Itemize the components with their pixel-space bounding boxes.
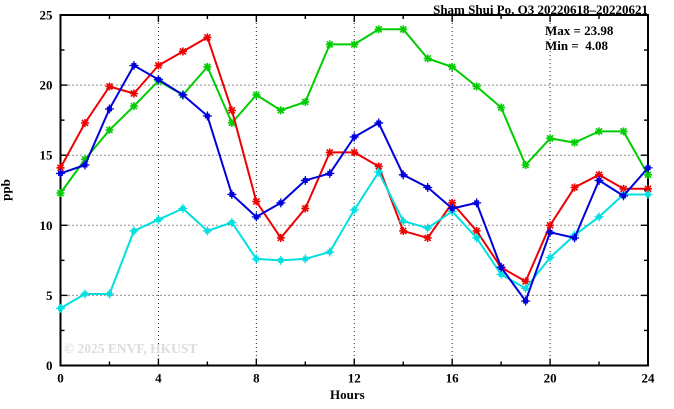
- y-tick-label: 0: [46, 358, 53, 373]
- y-tick-label: 25: [40, 8, 54, 23]
- stats-box: Max = 23.98 Min = 4.08: [545, 23, 613, 53]
- red-line: [56, 33, 652, 286]
- x-tick-label: 20: [544, 371, 557, 386]
- y-tick-label: 10: [40, 218, 53, 233]
- x-tick-label: 0: [57, 371, 64, 386]
- watermark: © 2025 ENVF, HKUST: [64, 341, 198, 356]
- y-tick-label: 15: [40, 148, 54, 163]
- y-tick-label: 5: [46, 288, 53, 303]
- data-series: [56, 25, 653, 313]
- y-axis-label: ppb: [0, 179, 13, 201]
- x-axis-label: Hours: [330, 387, 365, 402]
- gridlines: [60, 15, 648, 366]
- x-tick-label: 16: [446, 371, 460, 386]
- x-tick-label: 12: [348, 371, 361, 386]
- x-tick-label: 8: [253, 371, 260, 386]
- y-tick-label: 20: [40, 78, 53, 93]
- blue-line: [56, 60, 653, 306]
- x-tick-label: 4: [155, 371, 162, 386]
- stats-min: Min = 4.08: [545, 38, 609, 53]
- tick-labels: 0 4 8 12 16 20 24 0 5 10 15 20 25: [40, 8, 656, 386]
- stats-max: Max = 23.98: [545, 23, 614, 38]
- x-tick-label: 24: [642, 371, 656, 386]
- chart-title: Sham Shui Po, O3 20220618–20220621: [433, 2, 648, 17]
- tick-marks: [59, 14, 649, 367]
